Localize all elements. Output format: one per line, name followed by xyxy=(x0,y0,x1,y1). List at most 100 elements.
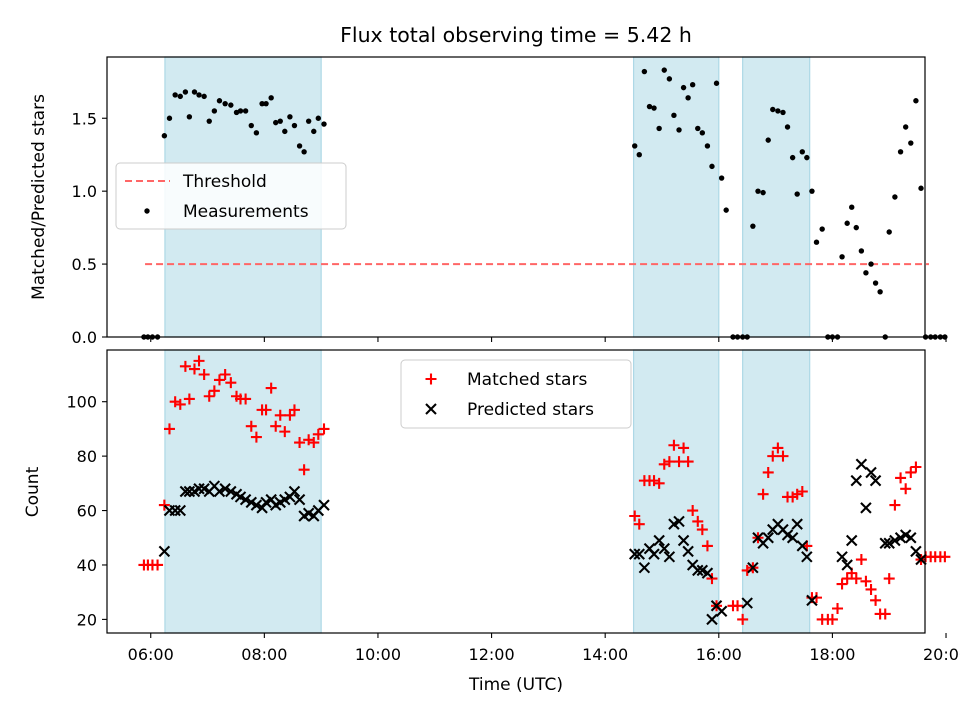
matched-star-point xyxy=(179,360,191,372)
predicted-star-point xyxy=(747,561,759,574)
matched-star-point xyxy=(279,426,291,438)
predicted-star-point xyxy=(628,548,641,560)
measurement-point xyxy=(632,143,638,149)
predicted-star-point xyxy=(910,545,922,558)
predicted-star-point xyxy=(801,551,813,563)
bottom-y-tick-label: 80 xyxy=(77,447,97,466)
measurement-point xyxy=(863,270,869,276)
predicted-star-point xyxy=(633,548,646,560)
predicted-star-point xyxy=(318,499,330,511)
predicted-star-point xyxy=(288,485,301,498)
matched-star-point xyxy=(188,363,200,375)
matched-star-point xyxy=(152,559,164,571)
bottom-x-tick-label: 10:00 xyxy=(355,645,401,664)
matched-star-point xyxy=(757,488,769,500)
measurement-point xyxy=(222,100,228,107)
legend-predicted-swatch xyxy=(425,403,437,415)
matched-star-point xyxy=(225,377,237,389)
predicted-star-point xyxy=(663,551,676,563)
matched-star-point xyxy=(288,404,300,416)
top-legend: Threshold Measurements xyxy=(115,162,347,230)
predicted-star-point xyxy=(193,483,205,495)
bottom-y-tick-label: 60 xyxy=(77,502,97,521)
matched-star-point xyxy=(270,420,282,432)
predicted-star-point xyxy=(796,540,809,552)
bottom-legend-box xyxy=(400,359,632,429)
measurement-point xyxy=(259,100,265,107)
predicted-star-point xyxy=(219,483,231,495)
predicted-star-point xyxy=(869,474,882,487)
matched-star-point xyxy=(767,450,779,462)
matched-star-point xyxy=(158,499,170,511)
matched-star-point xyxy=(312,428,324,440)
measurement-point xyxy=(315,115,322,121)
predicted-star-point xyxy=(845,534,858,547)
matched-star-point xyxy=(668,439,680,451)
top-panel: 0.0 0.5 1.0 1.5 Matched/Predicted stars Thr… xyxy=(29,56,948,347)
predicted-star-point xyxy=(692,564,704,577)
measurement-point xyxy=(201,93,207,100)
measurement-point xyxy=(937,334,944,340)
predicted-star-point xyxy=(850,474,863,487)
measurement-point xyxy=(268,95,274,101)
predicted-star-point xyxy=(174,504,187,517)
matched-star-point xyxy=(198,368,210,380)
predicted-star-point xyxy=(250,499,263,511)
predicted-star-point xyxy=(786,532,799,544)
top-y-axis-label: Matched/Predicted stars xyxy=(29,94,49,300)
matched-star-point xyxy=(905,466,917,478)
matched-star-point xyxy=(687,505,699,517)
measurement-point xyxy=(253,130,260,136)
measurement-point xyxy=(775,108,781,114)
legend-matched-swatch xyxy=(425,373,437,385)
predicted-star-point xyxy=(905,532,917,544)
matched-star-point xyxy=(663,456,675,468)
matched-star-point xyxy=(245,420,257,432)
measurement-point xyxy=(780,109,786,116)
measurement-point xyxy=(902,124,909,130)
top-y-axis: 0.0 0.5 1.0 1.5 xyxy=(72,109,107,347)
predicted-star-point xyxy=(169,504,181,517)
bottom-y-tick-label: 40 xyxy=(77,556,97,575)
bottom-y-tick-label: 20 xyxy=(77,610,97,629)
matched-star-point xyxy=(796,486,808,497)
measurement-point xyxy=(301,149,307,155)
top-legend-box xyxy=(115,162,347,230)
bottom-legend: Matched stars Predicted stars xyxy=(400,359,632,429)
measurement-point xyxy=(872,280,879,286)
measurement-point xyxy=(868,261,874,267)
bottom-x-tick-label: 12:00 xyxy=(469,645,515,664)
measurement-point xyxy=(942,334,948,340)
matched-star-point xyxy=(811,592,823,604)
predicted-star-point xyxy=(865,466,877,479)
matched-star-point xyxy=(883,573,895,585)
predicted-star-point xyxy=(836,551,848,563)
top-plot-marks xyxy=(141,67,948,340)
predicted-star-point xyxy=(677,534,690,547)
measurement-point xyxy=(282,128,288,135)
bottom-x-tick-label: 20:00 xyxy=(923,645,960,664)
predicted-star-point xyxy=(860,502,872,514)
measurement-point xyxy=(242,108,249,114)
predicted-star-point xyxy=(762,532,774,544)
measurement-point xyxy=(305,118,312,124)
measurement-point xyxy=(689,82,696,88)
legend-threshold-label: Threshold xyxy=(182,172,267,192)
matched-star-point xyxy=(732,600,744,612)
measurement-point xyxy=(877,289,883,295)
bottom-x-tick-label: 18:00 xyxy=(809,645,855,664)
matched-star-point xyxy=(174,398,186,410)
matched-star-point xyxy=(240,393,252,405)
matched-star-point xyxy=(682,456,694,468)
measurement-point xyxy=(709,163,715,170)
predicted-star-point xyxy=(158,545,171,558)
chart-title: Flux total observing time = 5.42 h xyxy=(340,23,692,47)
bottom-x-tick-label: 08:00 xyxy=(241,645,287,664)
matched-star-point xyxy=(777,450,789,462)
measurement-point xyxy=(849,204,855,210)
bottom-x-tick-label: 16:00 xyxy=(696,645,742,664)
top-axes-frame xyxy=(106,56,926,338)
matched-star-point xyxy=(208,385,220,397)
bottom-x-axis-label: Time (UTC) xyxy=(468,675,563,695)
measurement-point xyxy=(723,207,729,213)
